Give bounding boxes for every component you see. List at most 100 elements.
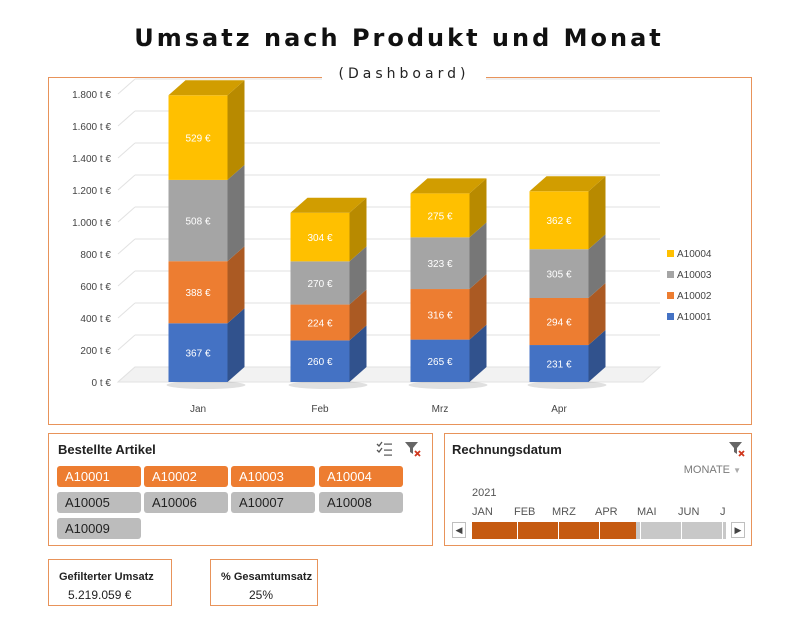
legend-label: A10001 [677,312,712,323]
y-tick-label: 1.600 t € [72,122,111,133]
bar-top [290,197,367,213]
bar-segment [410,339,470,382]
bar-shadow [408,381,488,389]
gridline [117,302,136,319]
bar-side [349,197,367,262]
bar-top [410,178,487,194]
timeline-level-dropdown[interactable]: MONATE ▼ [684,464,741,476]
bar-segment [529,298,589,346]
legend-label: A10003 [677,270,712,281]
bar-segment [410,193,470,238]
y-tick-label: 400 t € [80,314,111,325]
data-label: 260 € [307,357,332,368]
y-tick-label: 1.800 t € [72,90,111,101]
y-tick-label: 1.000 t € [72,218,111,229]
timeline-separator [681,522,682,539]
article-item[interactable]: A10004 [319,466,403,487]
bar-segment [529,191,589,250]
multi-select-icon[interactable] [375,440,393,458]
article-item[interactable]: A10001 [57,466,141,487]
data-label: 231 € [546,360,571,371]
articles-slicer-title: Bestellte Artikel [58,442,156,457]
bar-segment [168,95,228,180]
data-label: 323 € [427,259,452,270]
timeline-month-label[interactable]: JUN [678,506,700,518]
timeline-separator [558,522,559,539]
bar-side [588,330,606,382]
data-label: 275 € [427,211,452,222]
bar-segment [290,212,350,262]
timeline-month-label[interactable]: FEB [514,506,536,518]
timeline-month-label[interactable]: J [720,506,726,518]
bar-segment [410,289,470,340]
bar-side [227,308,245,382]
data-label: 529 € [185,134,210,145]
y-tick-label: 1.400 t € [72,154,111,165]
bar-segment [168,179,228,262]
bar-side [588,283,606,346]
timeline-year: 2021 [472,487,497,499]
bar-segment [529,249,589,298]
bar-side [349,246,367,305]
timeline-selection[interactable] [472,522,636,539]
bar-side [469,178,487,238]
legend-swatch [667,313,674,320]
data-label: 316 € [427,310,452,321]
scroll-left-icon[interactable]: ◀ [452,522,466,538]
article-item[interactable]: A10005 [57,492,141,513]
articles-slicer: Bestellte Artikel A10001 A10002 A10003 A100… [48,433,473,546]
bar-side [588,176,606,250]
timeline-separator [640,522,641,539]
gridline [117,142,136,159]
y-tick-label: 200 t € [80,346,111,357]
timeline-month-label[interactable]: JAN [472,506,493,518]
data-label: 388 € [185,288,210,299]
filtered-revenue-value: 5.219.059 € [68,588,132,602]
article-item[interactable]: A10008 [319,492,403,513]
data-label: 294 € [546,318,571,329]
total-share-label: % Gesamtumsatz [221,571,313,583]
bar-shadow [527,381,607,389]
filtered-revenue-card: Gefilterter Umsatz 5.219.059 € [48,559,172,606]
bar-side [227,164,245,262]
data-label: 367 € [185,349,210,360]
scroll-right-icon[interactable]: ▶ [731,522,745,538]
timeline-month-label[interactable]: MRZ [552,506,576,518]
timeline-slicer: Rechnungsdatum MONATE ▼ 2021 JAN FEB MRZ AP… [444,433,752,546]
timeline-level-label: MONATE [683,464,731,476]
bar-top [529,176,606,192]
timeline-bar[interactable] [472,522,726,539]
y-tick-label: 1.200 t € [72,186,111,197]
timeline-month-label[interactable]: APR [595,506,618,518]
gridline [117,270,136,287]
article-item[interactable]: A10007 [231,492,315,513]
legend-label: A10002 [677,291,712,302]
legend-label: A10004 [677,249,712,260]
bar-shadow [288,381,368,389]
chevron-down-icon: ▼ [733,466,741,475]
bar-segment [290,304,350,341]
article-item[interactable]: A10006 [144,492,228,513]
article-item[interactable]: A10002 [144,466,228,487]
gridline [117,238,136,255]
clear-filter-icon[interactable] [728,440,746,458]
bar-side [469,324,487,382]
bar-shadow [166,381,246,389]
data-label: 508 € [185,217,210,228]
data-label: 270 € [307,279,332,290]
x-tick-label: Feb [311,404,329,415]
gridline [117,206,136,223]
bar-side [227,80,245,180]
timeline-title: Rechnungsdatum [452,442,562,457]
y-tick-label: 800 t € [80,250,111,261]
article-item[interactable]: A10009 [57,518,141,539]
clear-filter-icon[interactable] [404,440,422,458]
gridline [117,334,136,351]
bar-segment [168,261,228,324]
legend-swatch [667,292,674,299]
timeline-month-label[interactable]: MAI [637,506,657,518]
filtered-revenue-label: Gefilterter Umsatz [59,571,154,583]
gridline [117,110,136,127]
bar-side [588,234,606,298]
article-item[interactable]: A10003 [231,466,315,487]
